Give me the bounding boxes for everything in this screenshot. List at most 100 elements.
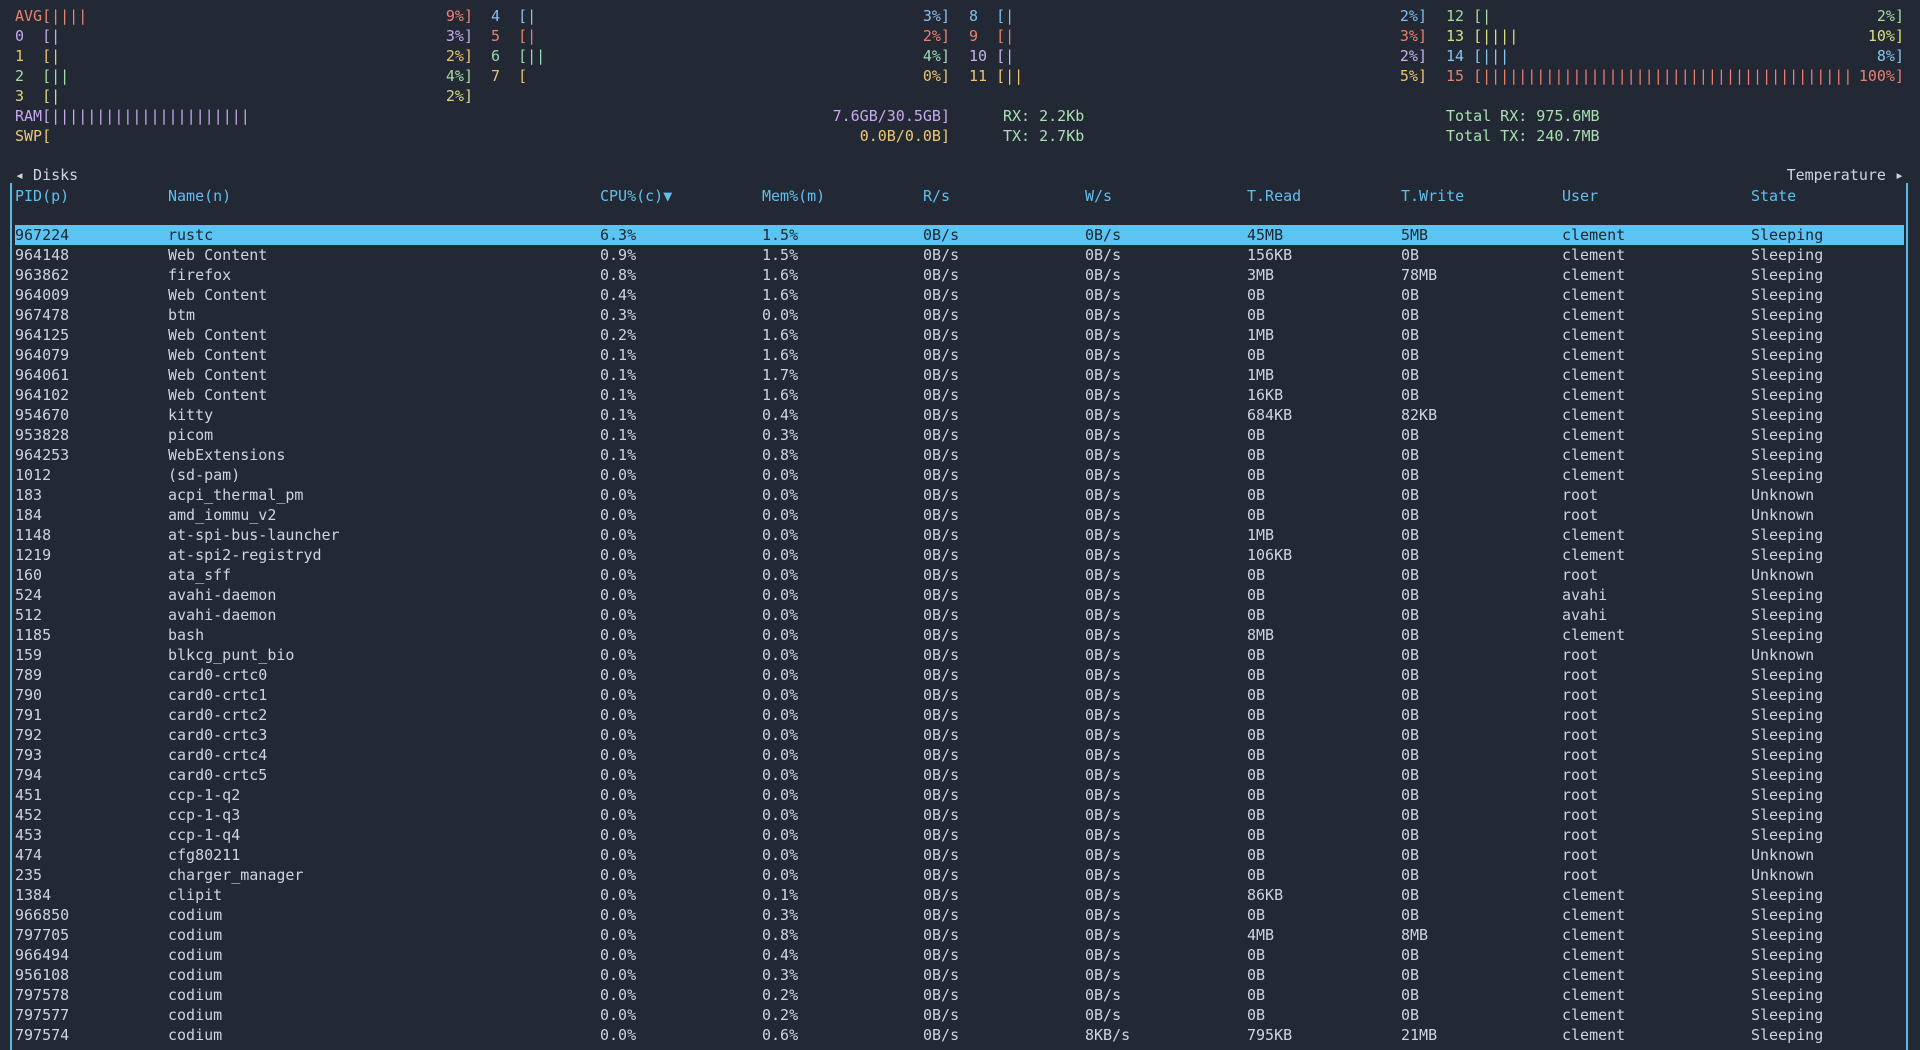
table-cell: Sleeping — [1751, 466, 1824, 484]
table-cell: 0.0% — [762, 626, 799, 644]
table-cell: clement — [1562, 386, 1626, 404]
cpu-bar: [| — [42, 27, 61, 45]
table-cell: 0B/s — [923, 846, 960, 864]
memory-usage: 7.6GB/30.5GB] — [832, 107, 950, 125]
table-cell: 0B/s — [923, 486, 960, 504]
table-cell: root — [1562, 706, 1599, 724]
table-cell: kitty — [168, 406, 214, 424]
table-cell: Sleeping — [1751, 786, 1824, 804]
table-cell: Sleeping — [1751, 986, 1824, 1004]
table-cell: 0B — [1247, 846, 1266, 864]
table-cell: 0B/s — [923, 246, 960, 264]
column-header[interactable]: PID(p) — [15, 187, 70, 205]
network-total-tx: Total TX: 240.7MB — [1446, 127, 1600, 145]
table-cell: 0B/s — [1085, 586, 1122, 604]
table-cell: Sleeping — [1751, 806, 1824, 824]
table-cell: 0B/s — [923, 226, 960, 244]
table-cell: 0B — [1401, 866, 1420, 884]
table-cell: 791 — [15, 706, 43, 724]
column-header[interactable]: Mem%(m) — [762, 187, 826, 205]
tab-previous[interactable]: ◂ Disks — [15, 166, 79, 184]
cpu-usage: 100%] — [1858, 67, 1904, 85]
table-cell: 183 — [15, 486, 43, 504]
table-cell: 0.2% — [762, 986, 799, 1004]
table-cell: 0B — [1247, 806, 1266, 824]
table-cell: clipit — [168, 886, 223, 904]
table-cell: 0.4% — [600, 286, 637, 304]
cpu-label: 3 — [15, 87, 25, 105]
column-header[interactable]: Name(n) — [168, 187, 232, 205]
table-cell: 0B — [1401, 366, 1420, 384]
table-cell: avahi-daemon — [168, 606, 277, 624]
table-cell: Sleeping — [1751, 1026, 1824, 1044]
table-cell: 0.8% — [600, 266, 637, 284]
column-header[interactable]: User — [1562, 187, 1599, 205]
table-cell: 0.0% — [600, 746, 637, 764]
table-cell: 0B/s — [1085, 966, 1122, 984]
column-header[interactable]: CPU%(c)▼ — [600, 187, 673, 205]
table-cell: 1.6% — [762, 386, 799, 404]
table-cell: 0.1% — [600, 386, 637, 404]
table-cell: 0B/s — [1085, 946, 1122, 964]
table-cell: 0B — [1401, 506, 1420, 524]
table-cell: 0.0% — [600, 606, 637, 624]
table-cell: Unknown — [1751, 506, 1815, 524]
table-cell: 0B/s — [923, 746, 960, 764]
table-cell: 0B/s — [1085, 366, 1122, 384]
table-cell: 0B — [1247, 286, 1266, 304]
cpu-usage: 8%] — [1876, 47, 1904, 65]
table-cell: 0B/s — [1085, 786, 1122, 804]
table-cell: Web Content — [168, 366, 268, 384]
cpu-usage: 2%] — [1399, 7, 1427, 25]
table-cell: 0B — [1401, 666, 1420, 684]
table-cell: 0B — [1401, 246, 1420, 264]
cpu-label: 6 — [491, 47, 501, 65]
table-cell: 0.0% — [600, 586, 637, 604]
table-cell: 0.0% — [762, 586, 799, 604]
table-cell: root — [1562, 726, 1599, 744]
table-cell: Sleeping — [1751, 1006, 1824, 1024]
table-cell: ccp-1-q4 — [168, 826, 241, 844]
cpu-usage: 10%] — [1867, 27, 1904, 45]
table-cell: clement — [1562, 306, 1626, 324]
column-header[interactable]: T.Write — [1401, 187, 1465, 205]
column-header[interactable]: W/s — [1085, 187, 1113, 205]
table-cell: 0B — [1401, 526, 1420, 544]
table-cell: 0B/s — [1085, 506, 1122, 524]
table-cell: 1MB — [1247, 366, 1275, 384]
table-cell: root — [1562, 686, 1599, 704]
table-cell: 156KB — [1247, 246, 1293, 264]
table-cell: clement — [1562, 966, 1626, 984]
cpu-usage: 4%] — [922, 47, 950, 65]
table-cell: 452 — [15, 806, 43, 824]
table-cell: 0B/s — [923, 386, 960, 404]
table-cell: root — [1562, 646, 1599, 664]
table-cell: 0B — [1401, 486, 1420, 504]
table-cell: 956108 — [15, 966, 70, 984]
tab-next[interactable]: Temperature ▸ — [1786, 166, 1904, 184]
table-cell: 0.0% — [762, 746, 799, 764]
table-cell: 0B/s — [1085, 866, 1122, 884]
cpu-label: 10 — [969, 47, 988, 65]
table-cell: 0.3% — [762, 906, 799, 924]
table-cell: Sleeping — [1751, 426, 1824, 444]
column-header[interactable]: R/s — [923, 187, 951, 205]
table-cell: 0B — [1247, 346, 1266, 364]
table-cell: 967224 — [15, 226, 70, 244]
table-cell: Sleeping — [1751, 946, 1824, 964]
table-cell: codium — [168, 1026, 223, 1044]
table-cell: 6.3% — [600, 226, 637, 244]
column-header[interactable]: T.Read — [1247, 187, 1302, 205]
column-header[interactable]: State — [1751, 187, 1797, 205]
table-cell: 964102 — [15, 386, 70, 404]
cpu-bar: [| — [42, 47, 61, 65]
table-cell: 0B/s — [923, 266, 960, 284]
table-cell: 0B/s — [1085, 906, 1122, 924]
cpu-bar: [||| — [1473, 47, 1510, 65]
table-cell: clement — [1562, 426, 1626, 444]
table-cell: 1185 — [15, 626, 52, 644]
table-cell: 0B — [1401, 646, 1420, 664]
table-cell: 1219 — [15, 546, 52, 564]
table-cell: 953828 — [15, 426, 70, 444]
table-cell: 0.3% — [762, 426, 799, 444]
